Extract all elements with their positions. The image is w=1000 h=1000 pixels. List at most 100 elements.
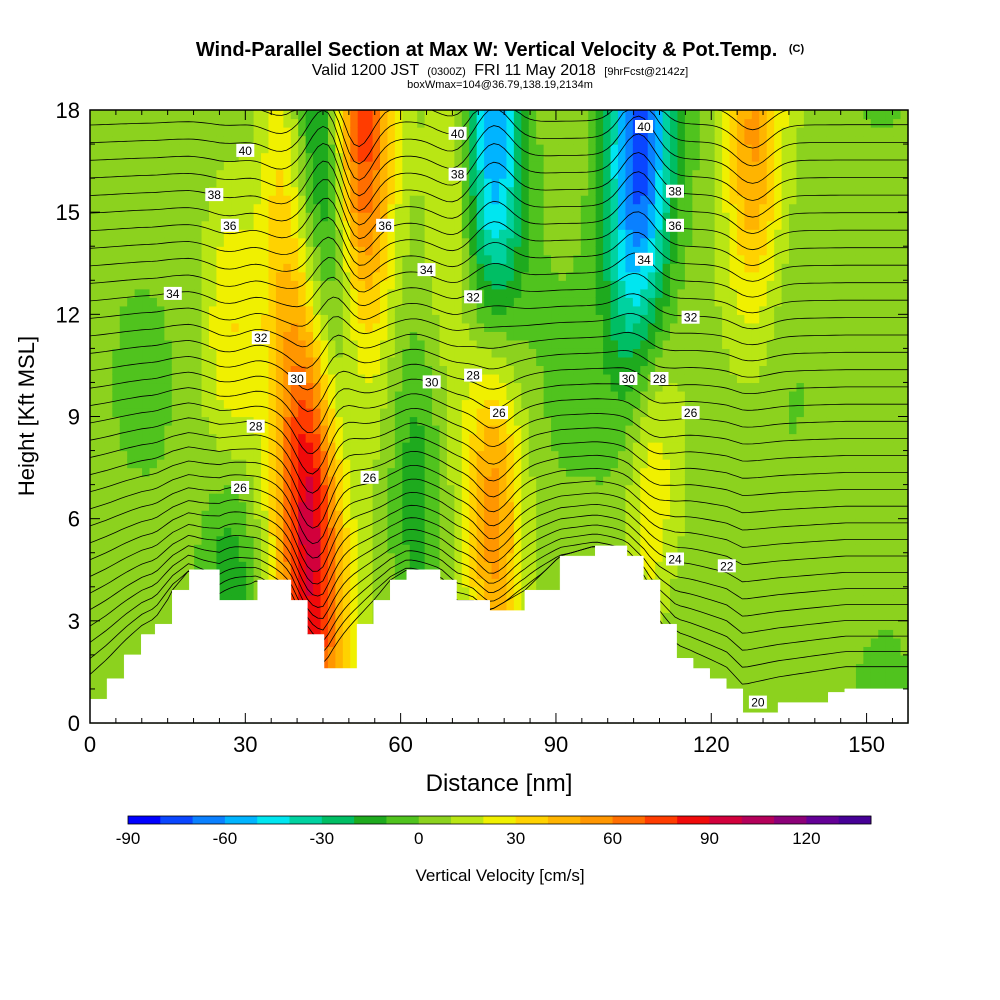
velocity-cell [342, 425, 351, 435]
velocity-cell [484, 186, 493, 196]
velocity-cell [112, 365, 121, 375]
velocity-cell [402, 416, 411, 426]
velocity-cell [194, 186, 203, 196]
velocity-cell [484, 425, 493, 435]
velocity-cell [104, 237, 113, 247]
velocity-cell [543, 527, 552, 537]
velocity-cell [216, 561, 225, 571]
velocity-cell [305, 544, 314, 554]
velocity-cell [357, 501, 366, 511]
velocity-cell [432, 390, 441, 401]
velocity-cell [134, 552, 143, 562]
velocity-cell [417, 305, 426, 315]
velocity-cell [536, 467, 545, 477]
velocity-cell [446, 561, 455, 571]
velocity-cell [387, 229, 396, 239]
velocity-cell [112, 280, 121, 290]
velocity-cell [231, 195, 240, 205]
velocity-cell [305, 425, 314, 435]
velocity-cell [513, 467, 522, 477]
velocity-cell [380, 416, 389, 426]
velocity-cell [499, 203, 508, 213]
velocity-cell [134, 144, 143, 154]
velocity-cell [142, 271, 151, 281]
velocity-cell [327, 390, 336, 401]
velocity-cell [432, 399, 441, 409]
velocity-cell [573, 356, 582, 367]
velocity-cell [335, 331, 344, 341]
velocity-cell [179, 169, 188, 179]
velocity-cell [119, 271, 128, 281]
velocity-cell [119, 544, 128, 554]
velocity-cell [432, 356, 441, 367]
velocity-cell [357, 595, 366, 605]
velocity-cell [134, 510, 143, 520]
velocity-cell [142, 322, 151, 332]
velocity-cell [580, 212, 589, 222]
velocity-cell [551, 544, 560, 554]
velocity-cell [484, 484, 493, 494]
velocity-cell [238, 288, 247, 298]
velocity-cell [446, 271, 455, 281]
velocity-cell [491, 416, 500, 426]
velocity-cell [335, 399, 344, 409]
velocity-cell [491, 118, 500, 128]
velocity-cell [521, 416, 530, 426]
velocity-cell [142, 416, 151, 426]
velocity-cell [268, 152, 277, 162]
velocity-cell [112, 288, 121, 298]
velocity-cell [454, 561, 463, 571]
velocity-cell [484, 407, 493, 418]
velocity-cell [506, 390, 515, 401]
velocity-cell [454, 501, 463, 511]
velocity-cell [372, 595, 381, 605]
velocity-cell [149, 348, 158, 358]
velocity-cell [565, 220, 574, 230]
velocity-cell [439, 416, 448, 426]
velocity-cell [97, 348, 106, 358]
velocity-cell [580, 178, 589, 188]
velocity-cell [387, 442, 396, 452]
velocity-cell [521, 127, 530, 137]
velocity-cell [104, 144, 113, 154]
velocity-cell [275, 195, 284, 205]
velocity-cell [491, 578, 500, 588]
velocity-cell [469, 110, 478, 120]
velocity-cell [112, 331, 121, 341]
velocity-cell [402, 186, 411, 196]
velocity-cell [119, 263, 128, 273]
velocity-cell [513, 305, 522, 315]
velocity-cell [156, 603, 165, 613]
velocity-cell [380, 135, 389, 145]
velocity-cell [372, 254, 381, 264]
velocity-cell [558, 229, 567, 239]
chart-title-line: Wind-Parallel Section at Max W: Vertical… [196, 39, 805, 61]
velocity-cell [387, 305, 396, 315]
velocity-cell [231, 356, 240, 367]
velocity-cell [372, 127, 381, 137]
velocity-cell [536, 254, 545, 264]
velocity-cell [246, 246, 255, 256]
velocity-cell [208, 510, 218, 520]
velocity-cell [558, 288, 567, 298]
velocity-cell [156, 476, 165, 486]
velocity-cell [417, 195, 426, 205]
velocity-cell [454, 467, 463, 477]
velocity-cell [275, 110, 284, 120]
velocity-cell [558, 297, 567, 307]
velocity-cell [134, 297, 143, 307]
velocity-cell [335, 178, 344, 188]
velocity-cell [194, 263, 203, 273]
velocity-cell [595, 339, 604, 349]
velocity-cell [179, 535, 188, 545]
velocity-cell [424, 331, 433, 341]
velocity-cell [208, 433, 218, 443]
velocity-cell [580, 152, 589, 162]
velocity-cell [112, 510, 121, 520]
velocity-cell [134, 484, 143, 494]
velocity-cell [580, 127, 589, 137]
velocity-cell [439, 118, 448, 128]
velocity-cell [164, 569, 173, 579]
velocity-cell [484, 237, 493, 247]
velocity-cell [194, 331, 203, 341]
